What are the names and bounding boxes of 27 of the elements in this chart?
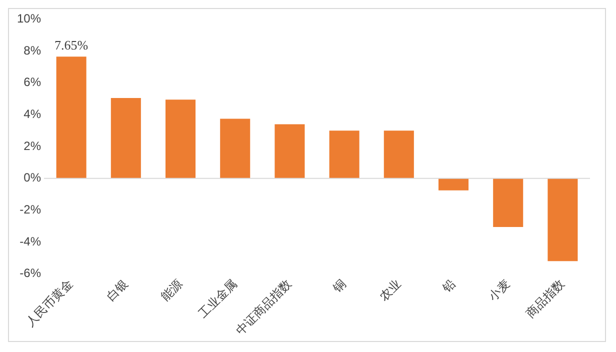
y-tick-label: 8% [24,43,42,58]
bar [493,178,524,227]
x-tick-label: 农业 [376,276,404,304]
y-tick-label: -4% [20,234,42,248]
y-tick-label: 6% [24,75,42,90]
x-tick-label: 能源 [158,276,185,304]
bar [166,100,196,178]
bar [274,124,305,178]
y-tick-label: 4% [24,107,42,122]
bar [548,178,578,262]
bar [220,118,250,178]
x-tick-label: 小麦 [486,276,513,304]
x-tick-label: 白银 [104,276,130,304]
x-tick-label: 铜 [330,276,349,296]
x-tick-label: 商品指数 [523,276,568,320]
y-tick-label: 0% [24,170,42,185]
x-tick-label: 铅 [438,276,458,296]
bar [110,98,141,178]
y-tick-label: 2% [24,138,42,153]
y-tick-label: -2% [20,202,42,217]
x-tick-label: 工业金属 [196,276,240,320]
bar [329,130,360,178]
bar [56,56,86,178]
bar [438,178,469,190]
bar [384,130,414,178]
data-label: 7.65% [54,38,88,53]
y-tick-label: 10% [16,12,42,26]
